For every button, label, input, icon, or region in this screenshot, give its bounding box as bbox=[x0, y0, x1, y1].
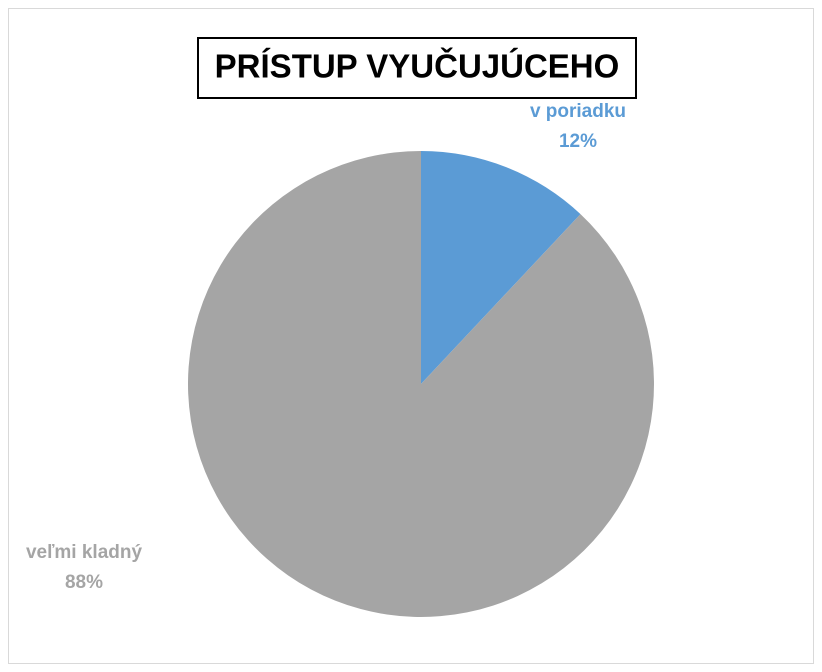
slice-label: veľmi kladný bbox=[26, 542, 143, 563]
slice-label: v poriadku bbox=[530, 101, 626, 122]
slice-value-label: 12% bbox=[559, 131, 597, 152]
slice-value-label: 88% bbox=[65, 572, 103, 593]
pie-slice bbox=[421, 151, 581, 384]
chart-title: PRÍSTUP VYUČUJÚCEHO bbox=[215, 47, 620, 85]
pie-slice bbox=[187, 151, 654, 617]
title-box bbox=[197, 37, 637, 99]
